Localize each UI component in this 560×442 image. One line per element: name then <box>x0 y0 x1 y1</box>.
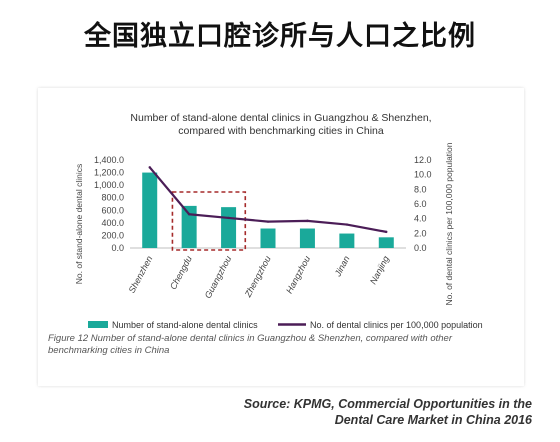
y2-tick-label: 8.0 <box>414 184 427 194</box>
line-point <box>385 230 388 234</box>
y-tick-label: 200.0 <box>101 230 124 240</box>
bar <box>260 228 276 248</box>
y2-tick-label: 12.0 <box>414 155 432 165</box>
y2-tick-label: 4.0 <box>414 214 427 224</box>
legend-label-bars: Number of stand-alone dental clinics <box>112 320 258 330</box>
legend-label-line: No. of dental clinics per 100,000 popula… <box>310 320 483 330</box>
line-point <box>306 219 309 223</box>
x-tick-label: Shenzhen <box>127 254 155 294</box>
y2-axis-title: No. of dental clinics per 100,000 popula… <box>444 142 454 305</box>
page-headline: 全国独立口腔诊所与人口之比例 <box>84 21 476 52</box>
bar <box>378 237 394 248</box>
y2-tick-label: 6.0 <box>414 199 427 209</box>
line-point <box>345 223 349 226</box>
chart-title: Number of stand-alone dental clinics in … <box>130 112 431 137</box>
y-tick-label: 0.0 <box>111 243 124 253</box>
y-tick-label: 1,000.0 <box>94 180 124 190</box>
y2-tick-label: 10.0 <box>414 170 432 180</box>
x-tick-label: Zhengzhou <box>242 254 272 299</box>
bar <box>339 233 355 248</box>
bar <box>299 228 315 248</box>
x-tick-label: Nanjing <box>368 254 391 286</box>
y2-tick-label: 0.0 <box>414 243 427 253</box>
source-note: Source: KPMG, Commercial Opportunities i… <box>192 396 532 428</box>
y-tick-label: 800.0 <box>101 193 124 203</box>
highlight-box <box>171 191 247 251</box>
y-tick-label: 1,400.0 <box>94 155 124 165</box>
source-line-2: Dental Care Market in China 2016 <box>334 413 532 427</box>
line-point <box>148 166 151 169</box>
bar <box>221 207 237 248</box>
bar <box>142 172 158 248</box>
chart-panel: Number of stand-alone dental clinics in … <box>38 88 524 386</box>
line-point <box>227 216 230 220</box>
y-tick-label: 400.0 <box>101 218 124 228</box>
x-tick-label: Chengdu <box>168 254 194 291</box>
y-tick-label: 1,200.0 <box>94 168 124 178</box>
legend-swatch-bars <box>88 321 108 328</box>
line-point <box>266 220 270 223</box>
line-point <box>187 213 191 216</box>
x-tick-label: Jinan <box>332 254 351 279</box>
x-tick-label: Guangzhou <box>203 254 234 300</box>
combo-chart: Number of stand-alone dental clinics in … <box>74 112 483 330</box>
y-axis-title: No. of stand-alone dental clinics <box>74 164 84 285</box>
bar <box>181 205 197 248</box>
source-line-1: Source: KPMG, Commercial Opportunities i… <box>243 397 532 411</box>
x-tick-label: Hangzhou <box>284 254 312 295</box>
figure-caption: Figure 12 Number of stand-alone dental c… <box>48 333 452 356</box>
y2-tick-label: 2.0 <box>414 228 427 238</box>
y-tick-label: 600.0 <box>101 205 124 215</box>
